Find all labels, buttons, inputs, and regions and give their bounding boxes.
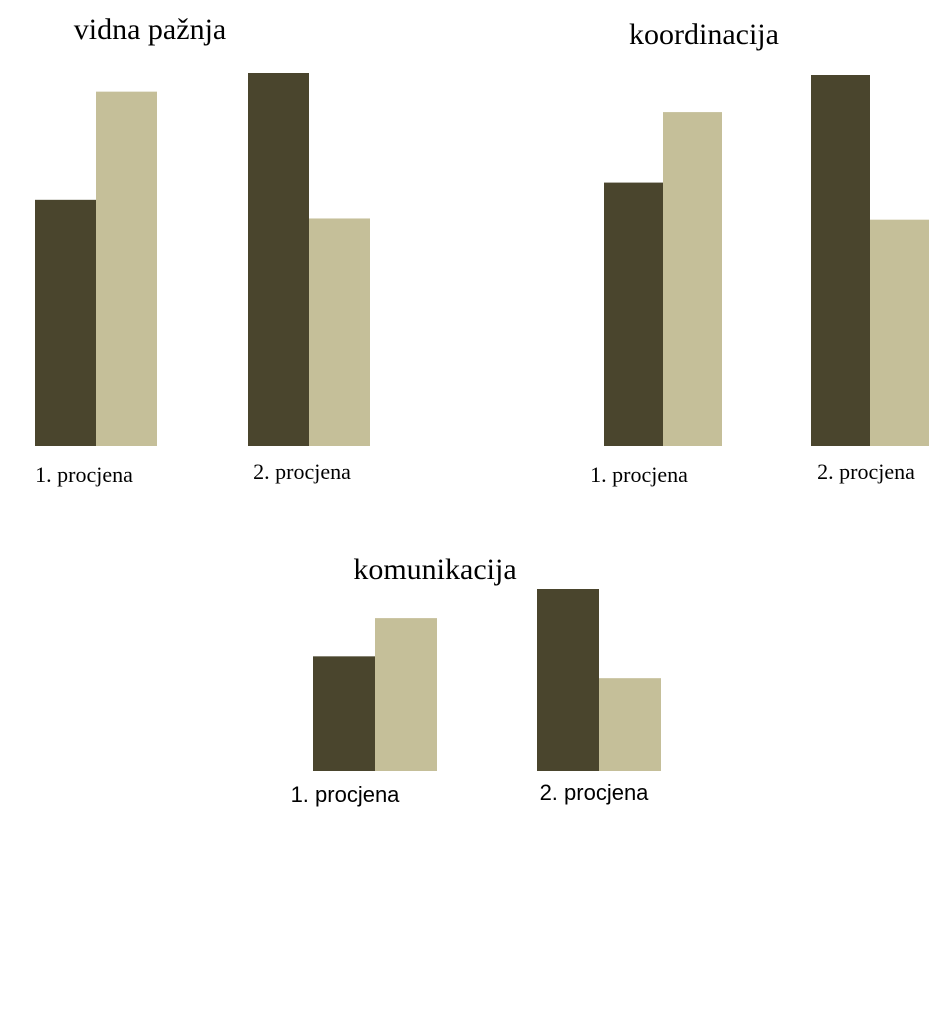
chart-title: komunikacija bbox=[353, 553, 516, 586]
x-tick-label: 1. procjena bbox=[291, 782, 401, 807]
bar-dark-cat2 bbox=[811, 75, 870, 446]
bar-light-cat1 bbox=[663, 112, 722, 446]
x-tick-label: 2. procjena bbox=[817, 459, 915, 484]
bar-group bbox=[35, 73, 370, 447]
bar-dark-cat2 bbox=[537, 589, 599, 771]
bar-light-cat2 bbox=[309, 218, 370, 446]
bar-light-cat1 bbox=[96, 91, 157, 447]
bar-dark-cat2 bbox=[248, 73, 309, 446]
chart-komunikacija: komunikacija 1. procjena 2. procjena bbox=[291, 553, 661, 807]
x-tick-label: 2. procjena bbox=[540, 780, 650, 805]
bar-light-cat1 bbox=[375, 618, 437, 771]
bar-group bbox=[604, 75, 929, 446]
bar-light-cat2 bbox=[870, 219, 929, 446]
chart-title: vidna pažnja bbox=[74, 13, 226, 46]
bar-light-cat2 bbox=[599, 678, 661, 771]
x-tick-label: 1. procjena bbox=[35, 462, 133, 487]
chart-koordinacija: koordinacija 1. procjena 2. procjena bbox=[590, 18, 929, 487]
chart-title: koordinacija bbox=[629, 18, 779, 51]
x-tick-label: 1. procjena bbox=[590, 462, 688, 487]
chart-vidna-paznja: vidna pažnja 1. procjena 2. procjena bbox=[35, 13, 370, 487]
x-tick-label: 2. procjena bbox=[253, 459, 351, 484]
bar-dark-cat1 bbox=[35, 199, 96, 446]
bar-group bbox=[313, 589, 661, 771]
bar-dark-cat1 bbox=[604, 182, 663, 446]
bar-dark-cat1 bbox=[313, 656, 375, 771]
